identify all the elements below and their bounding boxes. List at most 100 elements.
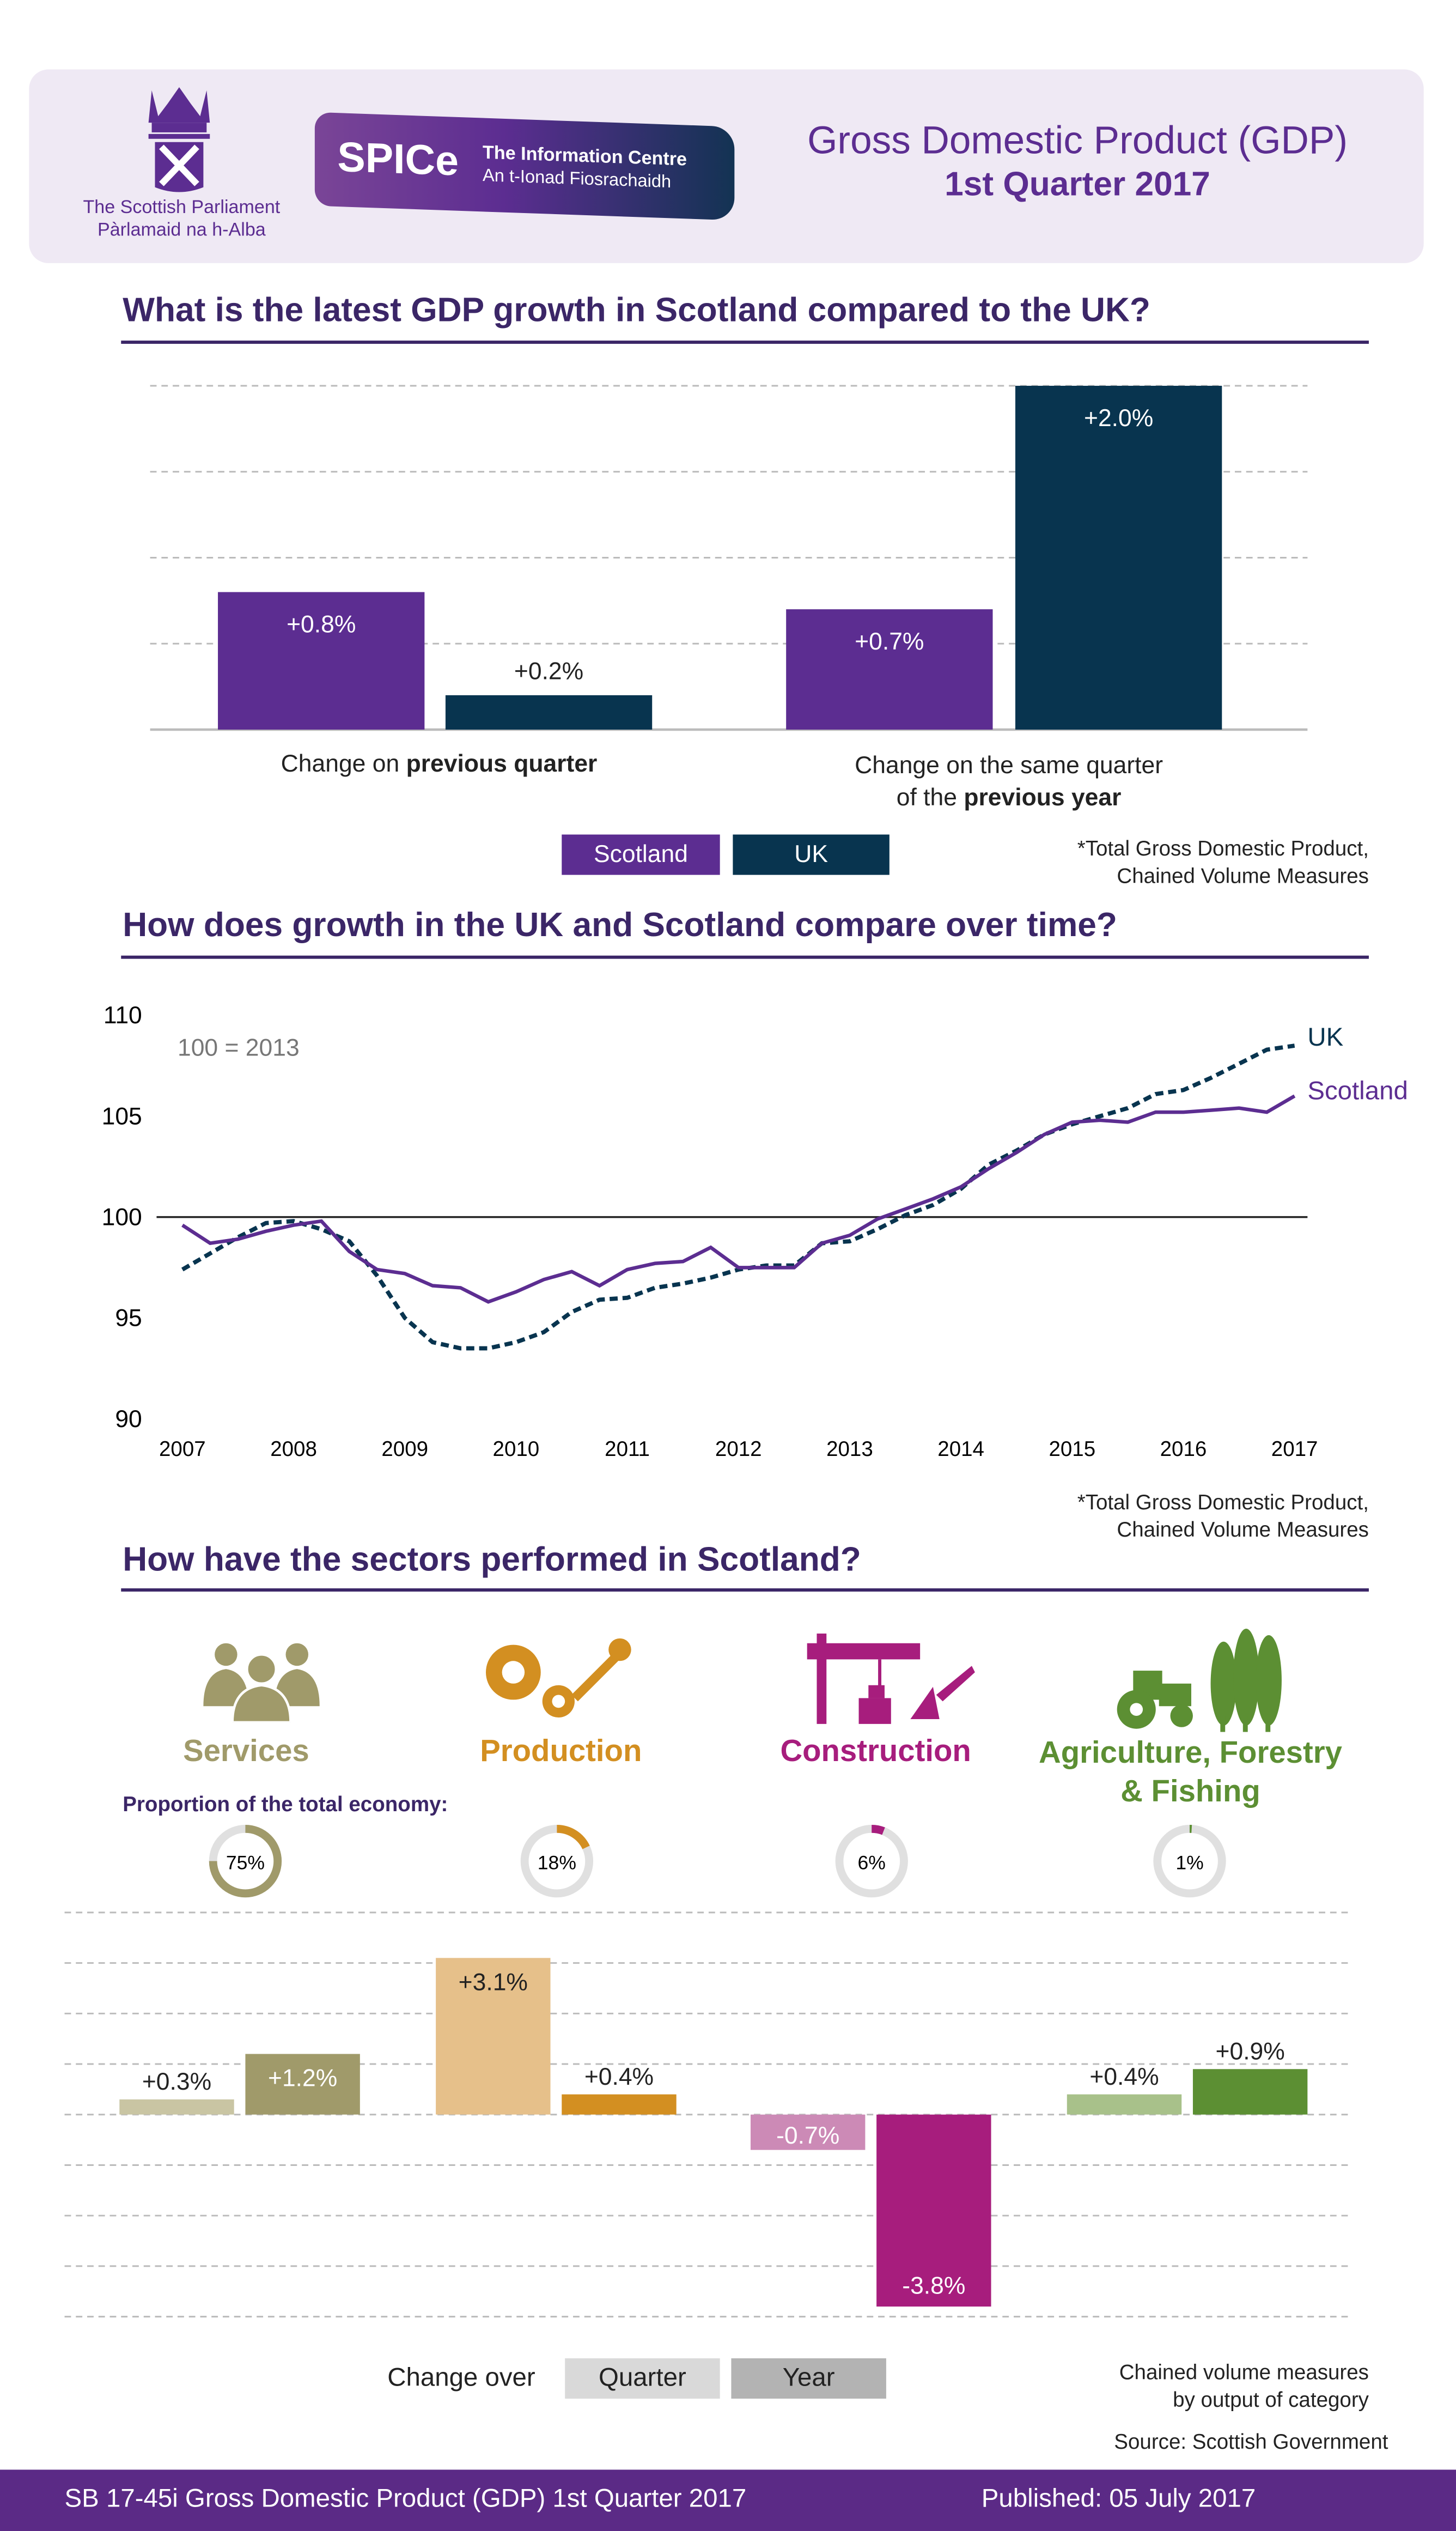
share-donut-fill [835,1824,908,1898]
spice-line2: An t-Ionad Fiosrachaidh [483,166,672,193]
share-label: 1% [1175,1852,1203,1873]
page-title: Gross Domestic Product (GDP) [807,119,1348,163]
bar-quarter [750,2114,866,2150]
proportion-label: Proportion of the total economy: [123,1792,448,1816]
data-label: +0.4% [1089,2063,1159,2090]
y-tick-label: 90 [115,1406,142,1433]
x-tick-label: 2012 [715,1437,762,1461]
section1-note: *Total Gross Domestic Product, Chained V… [904,835,1369,890]
share-label: 75% [226,1852,265,1873]
parliament-name-en: The Scottish Parliament [83,198,281,218]
spice-logo-text: SPICe [337,132,459,185]
group2-label-plain: of the [896,784,964,812]
x-tick-label: 2009 [381,1437,428,1461]
share-donut-track [1153,1824,1226,1898]
group1-label-bold: previous quarter [406,750,598,778]
note-line2: Chained Volume Measures [1117,863,1369,888]
x-tick-label: 2011 [605,1437,650,1461]
note-line2: by output of category [1173,2387,1369,2412]
section2-title: How does growth in the UK and Scotland c… [123,907,1117,945]
x-tick-label: 2008 [270,1437,317,1461]
data-label: +3.1% [459,1969,528,1996]
gears-wrench-icon [485,1638,631,1717]
note-line1: *Total Gross Domestic Product, [1077,836,1369,860]
spice-line1: The Information Centre [483,143,687,171]
series-label-scotland: Scotland [1307,1076,1408,1105]
bar-year [562,2094,677,2115]
data-label: +2.0% [1084,405,1153,432]
crane-icon [807,1633,975,1724]
note-line1: *Total Gross Domestic Product, [1077,1490,1369,1514]
bar-year [1192,2069,1308,2115]
bar-uk [445,695,653,730]
data-label: +0.8% [287,611,356,638]
data-label: +0.7% [855,628,924,655]
sector-name-services: Services [183,1735,309,1769]
x-tick-label: 2014 [937,1437,984,1461]
legend-quarter: Quarter [565,2358,720,2399]
section1-rule [121,341,1369,344]
x-tick-label: 2007 [159,1437,206,1461]
gdp-growth-bar-chart: +0.8% +0.7% +0.2% +2.0% [150,385,1308,731]
parliament-name-gd: Pàrlamaid na h-Alba [97,221,266,241]
base-year-label: 100 = 2013 [177,1034,300,1063]
group2-label: Change on the same quarter of the previo… [775,751,1242,815]
bar-scotland [218,592,425,730]
spice-logo: SPICe The Information Centre An t-Ionad … [314,112,735,221]
section3-rule [121,1588,1369,1592]
bar-scotland [786,609,993,730]
section2-note: *Total Gross Domestic Product, Chained V… [904,1488,1369,1543]
section2-rule [121,955,1369,959]
group2-label-bold: previous year [964,784,1122,812]
bar-uk [1015,386,1222,730]
section3-note: Chained volume measures by output of cat… [904,2358,1369,2413]
bar-quarter [1067,2094,1182,2115]
bar-year [245,2054,360,2115]
gdp-index-line-chart: 90 95 100 105 110 2007 2008 2009 2010 2011 2012 201… [102,1002,1408,1461]
sector-name-production: Production [480,1735,642,1769]
group1-label: Change on previous quarter [226,751,652,778]
data-label: +0.9% [1216,2038,1285,2065]
data-label: +1.2% [268,2065,337,2092]
sector-name-line2: & Fishing [1120,1775,1260,1810]
y-tick-label: 110 [103,1002,142,1029]
section3-title: How have the sectors performed in Scotla… [123,1541,861,1579]
legend-scotland: Scotland [562,834,720,875]
x-tick-label: 2015 [1049,1437,1095,1461]
legend-prefix: Change over [387,2364,535,2393]
data-label: +0.4% [584,2063,654,2090]
x-tick-label: 2016 [1160,1437,1207,1461]
footer-published-date: Published: 05 July 2017 [981,2486,1256,2514]
sector-growth-bar-chart: 75% 18% 6% 1% +0.3% +3.1% -0.7% +0.4% +1.2% +0.4%… [64,1824,1348,2318]
data-label: -0.7% [776,2122,839,2149]
footer-bar: SB 17-45i Gross Domestic Product (GDP) 1… [0,2469,1456,2531]
sector-name-agriculture: Agriculture, Forestry & Fishing [1017,1735,1364,1813]
data-label: +0.3% [142,2068,211,2095]
share-donut-fill [209,1824,282,1898]
legend-uk: UK [733,834,890,875]
bar-year [876,2114,991,2307]
group2-label-line1: Change on the same quarter [855,752,1163,780]
share-label: 18% [538,1852,576,1873]
sector-name-line1: Agriculture, Forestry [1039,1737,1342,1771]
section1-title: What is the latest GDP growth in Scotlan… [123,292,1150,330]
tractor-trees-icon [1117,1629,1282,1732]
bar-quarter [119,2099,234,2115]
parliament-name: The Scottish Parliament Pàrlamaid na h-A… [65,197,299,242]
note-line1: Chained volume measures [1119,2360,1369,2384]
y-tick-label: 105 [102,1103,142,1130]
note-line2: Chained Volume Measures [1117,1517,1369,1542]
series-label-uk: UK [1307,1023,1343,1052]
data-label: -3.8% [902,2272,965,2299]
parliament-crest-icon [148,87,210,192]
x-tick-label: 2017 [1271,1437,1318,1461]
page-subtitle: 1st Quarter 2017 [945,166,1210,204]
legend-year: Year [731,2358,886,2399]
x-tick-label: 2010 [493,1437,540,1461]
y-tick-label: 95 [115,1305,142,1332]
people-icon [203,1643,320,1722]
group1-label-plain: Change on [281,750,406,778]
series-line-scotland [181,1094,1296,1304]
bar-quarter [436,1958,551,2115]
source-note: Source: Scottish Government [1114,2429,1388,2454]
